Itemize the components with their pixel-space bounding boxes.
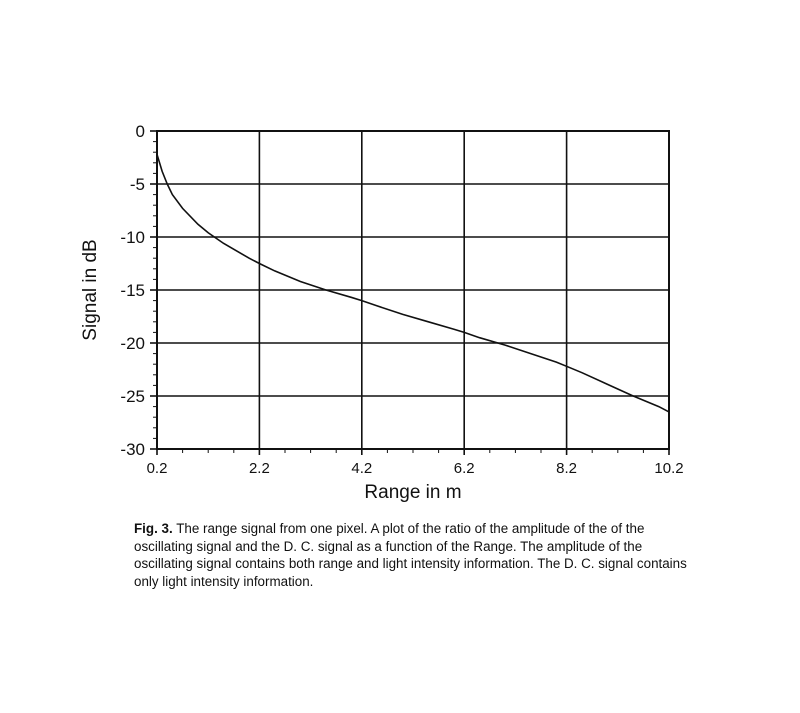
x-tick-label: 2.2 xyxy=(249,460,270,477)
y-tick-label: -10 xyxy=(120,228,145,247)
x-axis-label: Range in m xyxy=(364,482,461,503)
caption-label: Fig. 3. xyxy=(134,521,173,536)
y-tick-label: -25 xyxy=(120,387,145,406)
y-tick-label: -30 xyxy=(120,440,145,459)
figure-caption: Fig. 3. The range signal from one pixel.… xyxy=(134,520,694,590)
x-tick-label: 4.2 xyxy=(351,460,372,477)
series-line xyxy=(156,154,670,413)
minor-ticks xyxy=(153,141,644,453)
x-tick-label: 0.2 xyxy=(147,460,168,477)
grid-lines xyxy=(150,130,670,455)
x-tick-label: 10.2 xyxy=(654,460,683,477)
y-tick-label: -15 xyxy=(120,281,145,300)
y-tick-label: -5 xyxy=(130,175,145,194)
y-tick-label: -20 xyxy=(120,334,145,353)
y-tick-label: 0 xyxy=(136,122,145,141)
caption-text: The range signal from one pixel. A plot … xyxy=(134,521,687,589)
x-tick-label: 8.2 xyxy=(556,460,577,477)
x-tick-label: 6.2 xyxy=(454,460,475,477)
tick-labels: 0 -5 -10 -15 -20 -25 -300.2 2.2 4.2 6.2 8.2 10.2 xyxy=(120,122,683,477)
y-axis-label: Signal in dB xyxy=(80,239,101,340)
plot-frame xyxy=(156,130,670,450)
